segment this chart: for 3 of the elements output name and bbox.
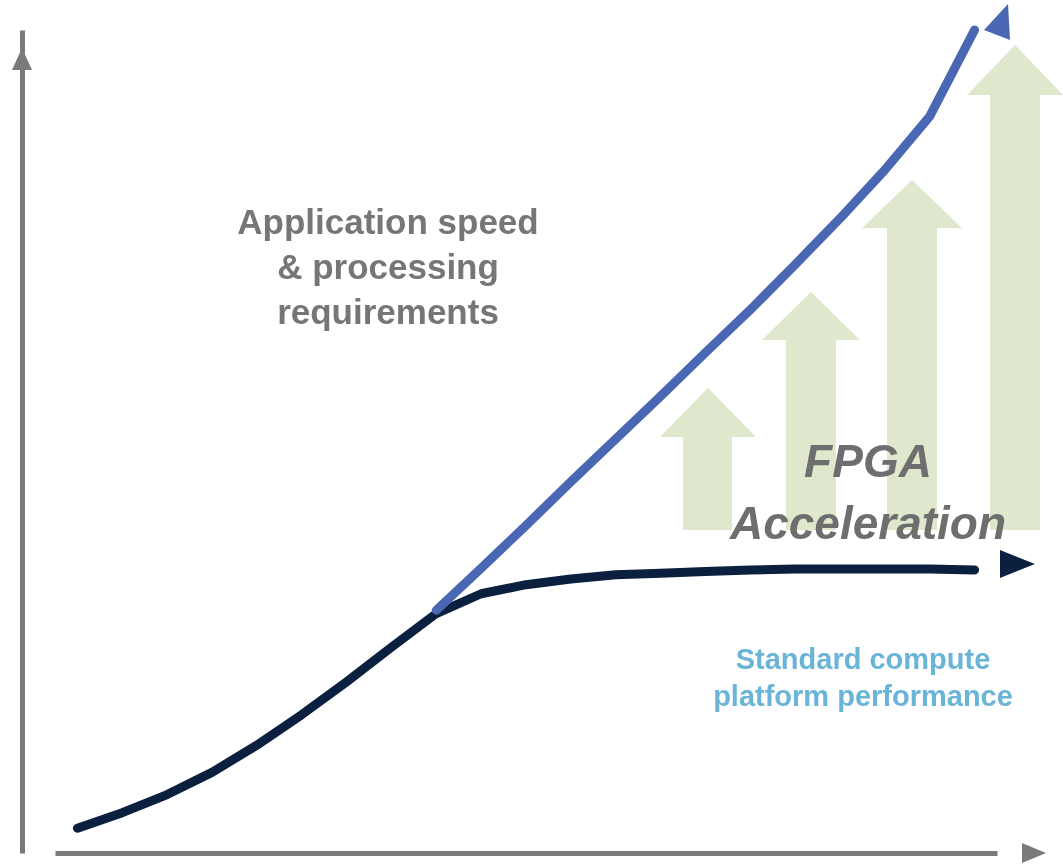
annotation: Application speed & processing requirements — [237, 202, 539, 331]
annotation: FPGA Acceleration — [728, 435, 1007, 549]
text: Standard compute platform performance — [713, 643, 1013, 713]
